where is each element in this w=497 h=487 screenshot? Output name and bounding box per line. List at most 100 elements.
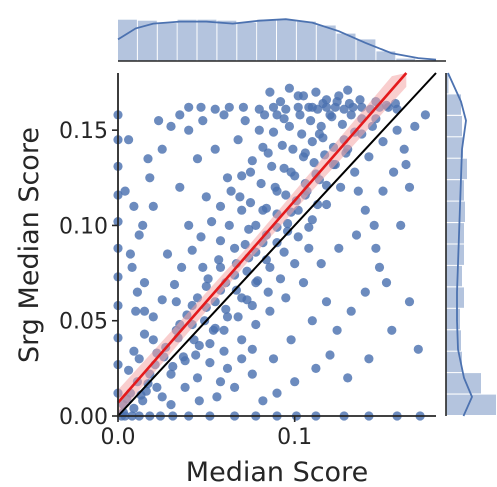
scatter-point bbox=[224, 220, 234, 230]
scatter-point bbox=[279, 163, 289, 173]
scatter-point bbox=[124, 135, 134, 145]
scatter-point bbox=[281, 190, 291, 200]
scatter-point bbox=[381, 278, 392, 288]
scatter-point bbox=[413, 344, 423, 354]
scatter-point bbox=[293, 91, 303, 101]
scatter-point bbox=[222, 363, 233, 373]
scatter-point bbox=[125, 249, 135, 259]
scatter-point bbox=[410, 121, 420, 131]
scatter-point bbox=[277, 140, 287, 150]
scatter-point bbox=[178, 352, 188, 362]
y-tick-label: 0.00 bbox=[59, 405, 108, 430]
top-histogram-bar bbox=[257, 19, 276, 61]
scatter-point bbox=[283, 226, 293, 236]
scatter-point bbox=[245, 167, 256, 177]
scatter-point bbox=[369, 220, 379, 230]
regression-confidence-band bbox=[118, 73, 407, 416]
scatter-point bbox=[210, 144, 220, 154]
right-histogram-bar bbox=[446, 394, 496, 415]
right-histogram-bar bbox=[446, 158, 467, 180]
scatter-point bbox=[148, 201, 158, 211]
scatter-point bbox=[240, 239, 250, 250]
scatter-point bbox=[184, 220, 194, 230]
scatter-point bbox=[233, 312, 243, 322]
scatter-point bbox=[306, 116, 316, 126]
scatter-point bbox=[192, 154, 203, 164]
scatter-point bbox=[129, 403, 139, 413]
scatter-point bbox=[240, 116, 250, 126]
scatter-point bbox=[139, 278, 150, 288]
scatter-point bbox=[251, 220, 261, 230]
scatter-point bbox=[214, 255, 224, 265]
scatter-point bbox=[201, 192, 211, 202]
scatter-point bbox=[389, 167, 399, 177]
scatter-point bbox=[404, 182, 415, 192]
right-histogram-bar bbox=[446, 373, 481, 394]
top-histogram-bar bbox=[336, 33, 356, 61]
scatter-point bbox=[378, 186, 388, 196]
scatter-point bbox=[205, 339, 215, 349]
right-histogram-bar bbox=[446, 223, 464, 244]
scatter-point bbox=[404, 297, 415, 307]
scatter-point bbox=[321, 297, 332, 307]
scatter-point bbox=[314, 129, 324, 139]
scatter-point bbox=[309, 158, 319, 168]
scatter-point bbox=[127, 262, 137, 272]
scatter-point bbox=[177, 262, 187, 272]
scatter-point bbox=[263, 148, 273, 158]
scatter-point bbox=[360, 205, 370, 215]
scatter-point bbox=[145, 173, 155, 183]
x-axis-ticks: 0.0 0.1 bbox=[101, 416, 312, 450]
scatter-point bbox=[230, 382, 240, 392]
scatter-point bbox=[364, 152, 374, 162]
y-axis-label: Srg Median Score bbox=[14, 127, 45, 363]
scatter-point bbox=[251, 319, 261, 330]
scatter-point bbox=[157, 295, 167, 305]
scatter-point bbox=[169, 279, 180, 290]
scatter-point bbox=[364, 354, 374, 364]
right-histogram-bar bbox=[446, 201, 465, 222]
scatter-point bbox=[304, 243, 314, 253]
scatter-point bbox=[307, 316, 317, 326]
scatter-point bbox=[392, 125, 402, 135]
right-histogram-bar bbox=[446, 137, 463, 158]
scatter-point bbox=[247, 300, 257, 311]
top-histogram-bar bbox=[237, 22, 257, 62]
scatter-point bbox=[198, 262, 208, 272]
scatter-point bbox=[129, 346, 139, 356]
scatter-point bbox=[166, 369, 176, 379]
scatter-point bbox=[184, 125, 194, 135]
scatter-point bbox=[336, 182, 346, 192]
scatter-point bbox=[260, 110, 270, 120]
scatter-point bbox=[281, 293, 291, 303]
scatter-point bbox=[265, 306, 275, 316]
scatter-point bbox=[275, 274, 286, 284]
scatter-point bbox=[295, 110, 305, 120]
scatter-point bbox=[316, 259, 326, 269]
scatter-point bbox=[139, 329, 150, 339]
scatter-point bbox=[258, 205, 268, 215]
scatter-point bbox=[267, 161, 277, 171]
scatter-point bbox=[279, 114, 289, 124]
scatter-point bbox=[230, 243, 240, 253]
scatter-point bbox=[288, 144, 298, 154]
scatter-point bbox=[192, 373, 203, 383]
scatter-point bbox=[332, 325, 342, 335]
scatter-point bbox=[360, 287, 370, 297]
top-histogram-bar bbox=[217, 20, 237, 61]
scatter-point bbox=[378, 137, 388, 147]
scatter-point bbox=[187, 245, 197, 255]
x-tick-label: 0.1 bbox=[277, 425, 312, 450]
scatter-point bbox=[233, 135, 243, 145]
scatter-point bbox=[157, 392, 167, 402]
scatter-point bbox=[346, 110, 356, 120]
top-histogram-bar bbox=[137, 20, 157, 61]
scatter-point bbox=[343, 373, 353, 383]
scatter-point bbox=[307, 102, 317, 112]
scatter-point bbox=[154, 116, 164, 126]
scatter-point bbox=[134, 354, 144, 364]
scatter-point bbox=[201, 281, 211, 291]
scatter-point bbox=[184, 102, 194, 112]
scatter-point bbox=[275, 97, 286, 107]
scatter-point bbox=[222, 312, 233, 322]
